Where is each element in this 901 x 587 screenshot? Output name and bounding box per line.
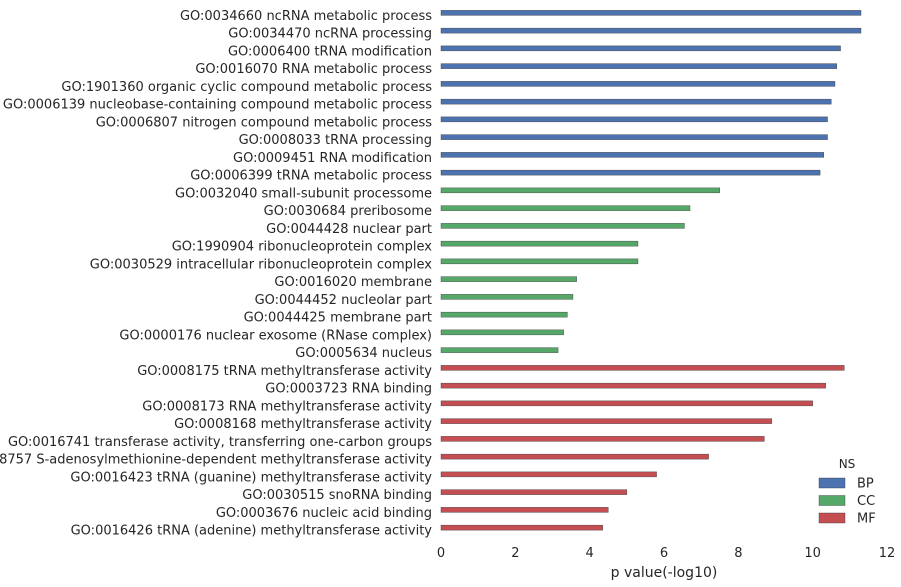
x-tick-label-4: 8	[734, 546, 742, 561]
category-label-28: GO:0003676 nucleic acid binding	[216, 506, 432, 521]
legend: NS BP CC MF	[818, 457, 876, 527]
category-labels: GO:0034660 ncRNA metabolic process GO:003…	[0, 9, 432, 539]
category-label-8: GO:0009451 RNA modification	[233, 151, 432, 166]
category-label-3: GO:0016070 RNA metabolic process	[195, 62, 432, 77]
category-label-27: GO:0030515 snoRNA binding	[242, 488, 432, 503]
bar-bp-7	[440, 134, 828, 140]
category-label-4: GO:1901360 organic cyclic compound metab…	[61, 80, 432, 95]
category-label-29: GO:0016426 tRNA (adenine) methyltransfer…	[71, 524, 433, 539]
category-label-5: GO:0006139 nucleobase-containing compoun…	[3, 98, 432, 113]
x-tick-label-3: 6	[660, 546, 668, 561]
x-axis-label: p value(-log10)	[611, 565, 718, 581]
bar-mf-24	[440, 436, 765, 442]
bar-bp-5	[440, 98, 832, 105]
bar-bp-4	[440, 81, 836, 87]
category-label-13: GO:1990904 ribonucleoprotein complex	[172, 240, 433, 255]
category-label-0: GO:0034660 ncRNA metabolic process	[180, 9, 432, 24]
category-label-16: GO:0044452 nucleolar part	[255, 293, 432, 308]
category-label-25: GO:0008757 S-adenosylmethionine-dependen…	[0, 453, 432, 468]
bar-bp-9	[440, 169, 821, 176]
category-label-11: GO:0030684 preribosome	[264, 204, 432, 219]
legend-swatch-mf	[818, 512, 846, 524]
bar-mf-21	[440, 382, 826, 389]
bar-mf-29	[440, 524, 603, 531]
legend-swatch-bp	[818, 477, 846, 489]
category-label-17: GO:0044425 membrane part	[244, 311, 432, 326]
legend-label-bp: BP	[857, 477, 874, 492]
category-label-21: GO:0003723 RNA binding	[265, 382, 432, 397]
bar-mf-25	[440, 453, 709, 460]
category-label-2: GO:0006400 tRNA modification	[228, 44, 432, 59]
bar-bp-3	[440, 63, 838, 69]
x-tick-label-5: 10	[804, 546, 821, 561]
bar-mf-23	[440, 418, 772, 424]
category-label-1: GO:0034470 ncRNA processing	[228, 27, 432, 42]
category-label-20: GO:0008175 tRNA methyltransferase activi…	[137, 364, 432, 379]
bar-mf-27	[440, 489, 628, 495]
x-axis-ticks: 0 2 4 6 8 10 12	[437, 546, 895, 561]
bar-cc-17	[440, 311, 568, 318]
category-label-7: GO:0008033 tRNA processing	[239, 133, 432, 148]
bar-cc-19	[440, 347, 559, 353]
bar-mf-26	[440, 471, 657, 478]
category-label-18: GO:0000176 nuclear exosome (RNase comple…	[119, 328, 432, 343]
bar-cc-12	[440, 223, 685, 229]
category-label-22: GO:0008173 RNA methyltransferase activit…	[142, 399, 432, 414]
bar-cc-13	[440, 240, 639, 247]
bar-cc-11	[440, 205, 691, 211]
category-label-9: GO:0006399 tRNA metabolic process	[190, 169, 432, 184]
bars-group	[440, 10, 862, 531]
category-label-12: GO:0044428 nuclear part	[266, 222, 432, 237]
category-label-24: GO:0016741 transferase activity, transfe…	[8, 435, 432, 450]
bar-cc-15	[440, 276, 577, 282]
bar-cc-16	[440, 294, 574, 300]
x-tick-label-2: 4	[586, 546, 594, 561]
bar-cc-10	[440, 187, 720, 194]
bar-bp-8	[440, 152, 825, 158]
legend-label-mf: MF	[857, 512, 876, 527]
legend-swatch-cc	[818, 495, 846, 506]
category-label-19: GO:0005634 nucleus	[295, 346, 432, 361]
legend-title: NS	[839, 457, 856, 471]
category-label-26: GO:0016423 tRNA (guanine) methyltransfer…	[70, 470, 432, 485]
x-tick-label-6: 12	[879, 546, 896, 561]
bar-mf-20	[440, 365, 845, 371]
category-label-23: GO:0008168 methyltransferase activity	[174, 417, 432, 432]
x-tick-label-0: 0	[437, 546, 445, 561]
x-tick-label-1: 2	[511, 546, 519, 561]
bar-mf-28	[440, 507, 609, 513]
bar-bp-1	[440, 27, 862, 34]
legend-label-cc: CC	[857, 494, 875, 509]
bar-cc-14	[440, 258, 639, 265]
bar-bp-6	[440, 116, 828, 123]
category-label-14: GO:0030529 intracellular ribonucleoprote…	[90, 257, 433, 272]
category-label-15: GO:0016020 membrane	[274, 275, 432, 290]
bar-bp-0	[440, 10, 862, 16]
bar-bp-2	[440, 45, 841, 52]
bar-cc-18	[440, 329, 564, 336]
bar-mf-22	[440, 400, 813, 407]
category-label-10: GO:0032040 small-subunit processome	[175, 186, 432, 201]
category-label-6: GO:0006807 nitrogen compound metabolic p…	[96, 115, 433, 130]
